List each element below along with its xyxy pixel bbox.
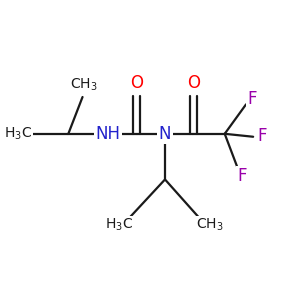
Text: CH$_3$: CH$_3$ <box>70 76 98 93</box>
Text: CH$_3$: CH$_3$ <box>196 217 224 233</box>
Text: O: O <box>187 74 200 92</box>
Text: F: F <box>248 90 257 108</box>
Text: N: N <box>159 125 171 143</box>
Text: F: F <box>257 127 266 145</box>
Text: F: F <box>237 167 247 185</box>
Text: H$_3$C: H$_3$C <box>105 217 133 233</box>
Text: NH: NH <box>96 125 121 143</box>
Text: H$_3$C: H$_3$C <box>4 126 32 142</box>
Text: O: O <box>130 74 143 92</box>
